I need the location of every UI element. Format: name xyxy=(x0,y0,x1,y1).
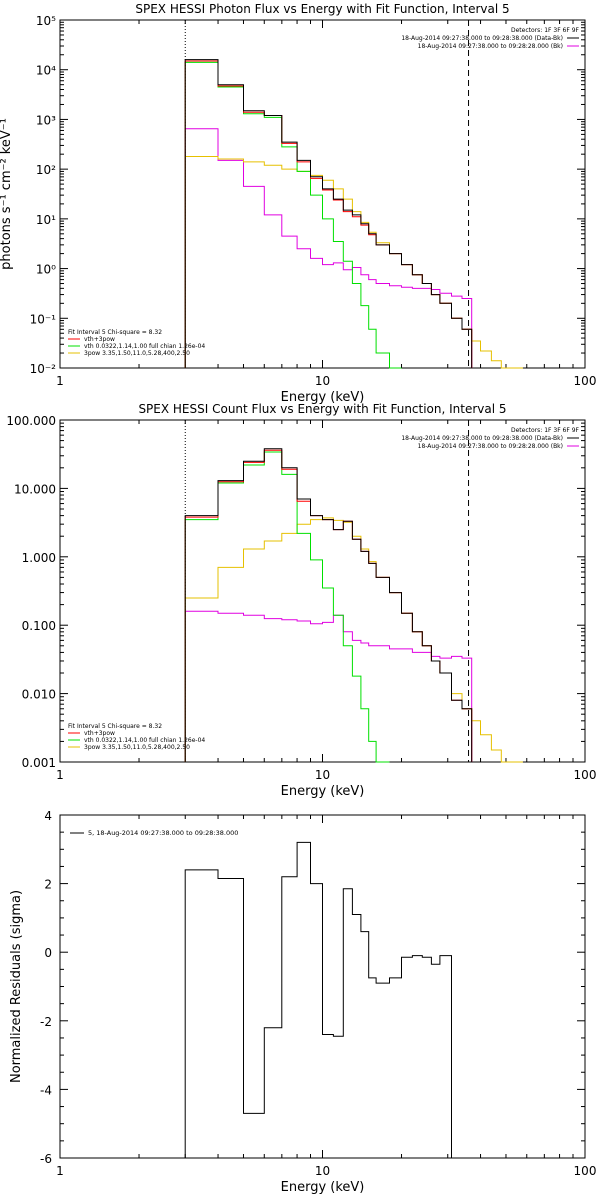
legend-bk-interval: 18-Aug-2014 09:27:38.000 to 09:28:28.000… xyxy=(418,443,563,450)
x-tick-label: 10 xyxy=(315,768,330,782)
y-axis-label: Normalized Residuals (sigma) xyxy=(9,890,24,1083)
series-data-line xyxy=(184,448,473,762)
series-data-line xyxy=(184,59,473,368)
y-tick-label: -2 xyxy=(40,1015,52,1029)
legend-residual-label: 5, 18-Aug-2014 09:27:38.000 to 09:28:38.… xyxy=(88,829,238,837)
legend-total-label: vth+3pow xyxy=(84,730,115,737)
plot-frame xyxy=(59,19,586,369)
legend-bk-interval: 18-Aug-2014 09:27:38.000 to 09:28:28.000… xyxy=(418,43,563,50)
y-tick-label: 10² xyxy=(36,163,56,177)
x-tick-label: 100 xyxy=(574,768,597,782)
chart-title: SPEX HESSI Photon Flux vs Energy with Fi… xyxy=(135,2,509,16)
x-tick-label: 10 xyxy=(315,374,330,388)
y-tick-label: 10⁻¹ xyxy=(30,312,57,326)
series-bk-line xyxy=(184,610,473,762)
x-axis-label: Energy (keV) xyxy=(281,784,365,799)
photon-flux-panel: SPEX HESSI Photon Flux vs Energy with Fi… xyxy=(0,2,596,405)
series-total-line xyxy=(184,60,473,368)
legend-vth-label: vth 0.0322,1.14,1.00 full chian 1.26e-04 xyxy=(84,343,205,350)
series-vth-line xyxy=(184,451,390,763)
legend-pow-label: 3pow 3.35,1.50,11.0,5.28,400,2.50 xyxy=(84,350,190,357)
chart-title: SPEX HESSI Count Flux vs Energy with Fit… xyxy=(138,402,506,416)
x-tick-label: 1 xyxy=(56,374,64,388)
y-tick-label: 2 xyxy=(44,878,52,892)
y-tick-label: 10⁵ xyxy=(36,14,56,28)
x-axis-label: Energy (keV) xyxy=(281,390,365,405)
legend-detectors: Detectors: 1F 3F 6F 9F xyxy=(511,427,580,434)
x-tick-label: 1 xyxy=(56,1164,64,1178)
y-tick-label: -6 xyxy=(40,1152,52,1166)
y-tick-label: -4 xyxy=(40,1083,52,1097)
x-tick-label: 10 xyxy=(315,1164,330,1178)
plot-frame xyxy=(59,419,586,763)
legend-data-interval: 18-Aug-2014 09:27:38.000 to 09:28:38.000… xyxy=(401,435,563,442)
series-data-line xyxy=(184,841,452,1158)
legend-vth-label: vth 0.0322,1.14,1.00 full chian 1.26e-04 xyxy=(84,737,205,744)
residuals-panel: 1 10 100 Energy (keV) -6 -4 -2 0 2 4 Normalized Re… xyxy=(9,809,596,1195)
y-tick-label: 1.000 xyxy=(22,551,56,565)
y-tick-label: 0.100 xyxy=(22,619,56,633)
x-axis-label: Energy (keV) xyxy=(281,1180,365,1195)
y-tick-label: 10⁰ xyxy=(36,263,56,277)
x-tick-label: 100 xyxy=(574,1164,597,1178)
series-total-line xyxy=(184,449,473,762)
series-pow-line xyxy=(184,156,523,369)
y-tick-label: 0.010 xyxy=(22,688,56,702)
y-tick-label: 10¹ xyxy=(36,213,56,227)
y-tick-label: 0.001 xyxy=(22,756,56,770)
series-bk-line xyxy=(184,128,473,368)
count-flux-panel: SPEX HESSI Count Flux vs Energy with Fit… xyxy=(6,402,596,799)
x-tick-label: 1 xyxy=(56,768,64,782)
legend-detectors: Detectors: 1F 3F 6F 9F xyxy=(511,27,580,34)
y-tick-label: 10⁴ xyxy=(36,64,56,78)
y-tick-label: 4 xyxy=(44,809,52,823)
y-tick-label: 10.000 xyxy=(14,482,56,496)
y-tick-label: 10³ xyxy=(36,113,56,127)
legend-pow-label: 3pow 3.35,1.50,11.0,5.28,400,2.50 xyxy=(84,744,190,751)
legend-total-label: vth+3pow xyxy=(84,336,115,343)
legend-data-interval: 18-Aug-2014 09:27:38.000 to 09:28:38.000… xyxy=(401,35,563,42)
legend-fit-interval: Fit Interval 5 Chi-square = 8.32 xyxy=(68,329,162,336)
y-tick-label: 10⁻² xyxy=(30,362,57,376)
series-vth-line xyxy=(184,61,402,369)
x-tick-label: 100 xyxy=(574,374,597,388)
y-tick-label: 0 xyxy=(44,946,52,960)
y-tick-label: 100.000 xyxy=(6,414,56,428)
y-axis-label: photons s⁻¹ cm⁻² keV⁻¹ xyxy=(0,118,14,270)
legend-fit-interval: Fit Interval 5 Chi-square = 8.32 xyxy=(68,723,162,730)
